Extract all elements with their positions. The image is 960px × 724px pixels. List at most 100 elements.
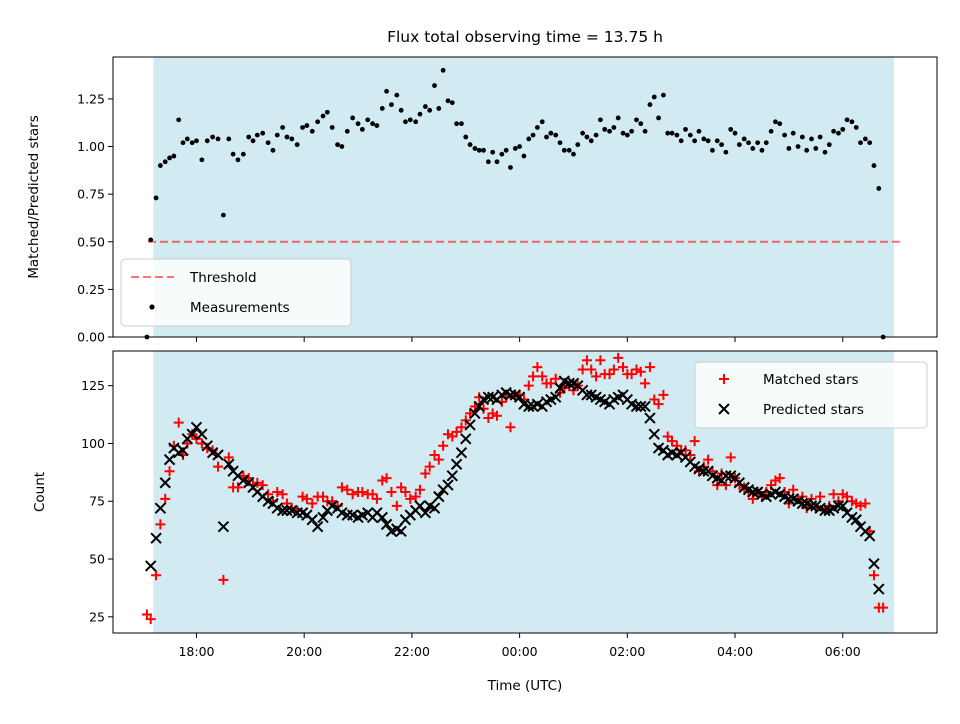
measurement-point <box>647 102 653 108</box>
measurement-point <box>683 126 688 132</box>
measurement-point <box>512 146 518 151</box>
legend-matched-swatch <box>719 374 729 384</box>
count-y-tick-label: 125 <box>81 378 105 393</box>
measurement-point <box>607 128 612 134</box>
count-y-axis: 25 50 75 100 125 <box>81 378 113 624</box>
measurement-point <box>710 147 715 153</box>
measurement-point <box>759 147 765 153</box>
ratio-y-axis-label: Matched/Predicted stars <box>26 115 42 278</box>
measurement-point <box>840 126 846 132</box>
measurement-point <box>665 130 671 136</box>
matched-star-point <box>213 461 224 472</box>
measurement-point <box>534 125 540 130</box>
measurement-point <box>773 119 778 125</box>
measurement-point <box>530 132 536 138</box>
predicted-star-point <box>186 428 198 440</box>
matched-star-point <box>505 422 516 433</box>
matched-star-point <box>528 371 539 382</box>
matched-star-point <box>400 487 411 497</box>
count-y-axis-label: Count <box>32 472 48 512</box>
predicted-star-point <box>212 449 224 461</box>
matched-star-point <box>653 399 664 410</box>
measurement-point <box>250 138 256 144</box>
ratio-y-axis: 0.00 0.25 0.50 0.75 1.00 1.25 <box>77 91 113 345</box>
measurement-point <box>407 117 413 123</box>
predicted-star-point <box>190 421 203 433</box>
matched-star-point <box>591 371 602 382</box>
measurement-point <box>454 121 460 127</box>
measurement-point <box>602 126 608 132</box>
predicted-star-point <box>747 486 759 498</box>
matched-star-point <box>386 487 397 497</box>
matched-star-point <box>391 500 402 511</box>
predicted-star-point <box>796 497 809 510</box>
predicted-star-point <box>276 504 289 517</box>
count-x-tick-label: 18:00 <box>178 644 214 659</box>
measurement-point <box>526 136 532 142</box>
measurement-point <box>858 140 863 146</box>
matched-star-point <box>644 362 655 373</box>
matched-star-point <box>626 369 637 380</box>
matched-star-point <box>151 570 162 581</box>
measurement-point <box>696 128 702 134</box>
measurement-point <box>786 146 792 151</box>
matched-star-point <box>550 373 561 384</box>
measurement-point <box>374 123 380 128</box>
measurement-point <box>204 138 210 144</box>
measurement-point <box>315 119 321 125</box>
measurement-point <box>230 151 236 157</box>
matched-star-point <box>410 491 421 502</box>
measurement-point <box>580 130 586 136</box>
count-y-tick-label: 75 <box>89 494 105 509</box>
measurement-point <box>432 83 437 88</box>
matched-star-point <box>155 519 166 530</box>
predicted-star-point <box>455 446 468 459</box>
measurement-point <box>566 147 572 153</box>
measurement-point <box>180 140 186 146</box>
measurement-point <box>162 159 168 165</box>
matched-star-point <box>689 436 700 447</box>
matched-star-point <box>456 422 467 433</box>
measurement-point <box>153 195 159 201</box>
predicted-star-point <box>630 400 643 413</box>
legend-threshold-label: Threshold <box>189 270 257 286</box>
measurement-point <box>344 128 350 134</box>
measurement-point <box>240 151 246 157</box>
matched-star-point <box>451 426 462 437</box>
measurement-point <box>588 138 594 144</box>
matched-star-point <box>465 408 476 419</box>
measurement-point <box>260 130 266 136</box>
predicted-star-point <box>395 525 407 538</box>
measurement-point <box>553 132 559 138</box>
predicted-star-point <box>317 511 329 524</box>
measurement-point <box>171 153 177 159</box>
predicted-star-point <box>450 458 463 470</box>
predicted-star-point <box>442 479 454 491</box>
count-x-tick-label: 02:00 <box>609 644 645 659</box>
measurement-point <box>167 155 172 161</box>
measurement-point <box>379 106 385 111</box>
predicted-stars-series <box>144 375 885 595</box>
count-y-tick-label: 25 <box>89 609 105 624</box>
matched-star-point <box>301 493 312 504</box>
matched-star-point <box>218 574 229 585</box>
predicted-star-point <box>414 500 426 512</box>
measurements-series <box>144 67 886 340</box>
measurement-point <box>329 125 335 130</box>
matched-star-point <box>491 410 502 421</box>
measurement-point <box>669 130 675 136</box>
measurement-point <box>822 149 828 155</box>
matched-star-point <box>635 366 646 377</box>
matched-star-point <box>145 614 156 625</box>
predicted-star-point <box>523 400 535 413</box>
measurement-point <box>741 136 747 142</box>
measurement-point <box>320 113 326 119</box>
matched-star-point <box>272 487 283 497</box>
ratio-panel: 0.00 0.25 0.50 0.75 1.00 1.25 Matched/Predict… <box>26 56 938 345</box>
measurement-point <box>246 134 252 140</box>
measurement-point <box>763 140 769 146</box>
predicted-star-point <box>819 504 831 517</box>
measurement-point <box>809 136 814 142</box>
measurement-point <box>355 121 361 127</box>
measurement-point <box>736 142 742 148</box>
